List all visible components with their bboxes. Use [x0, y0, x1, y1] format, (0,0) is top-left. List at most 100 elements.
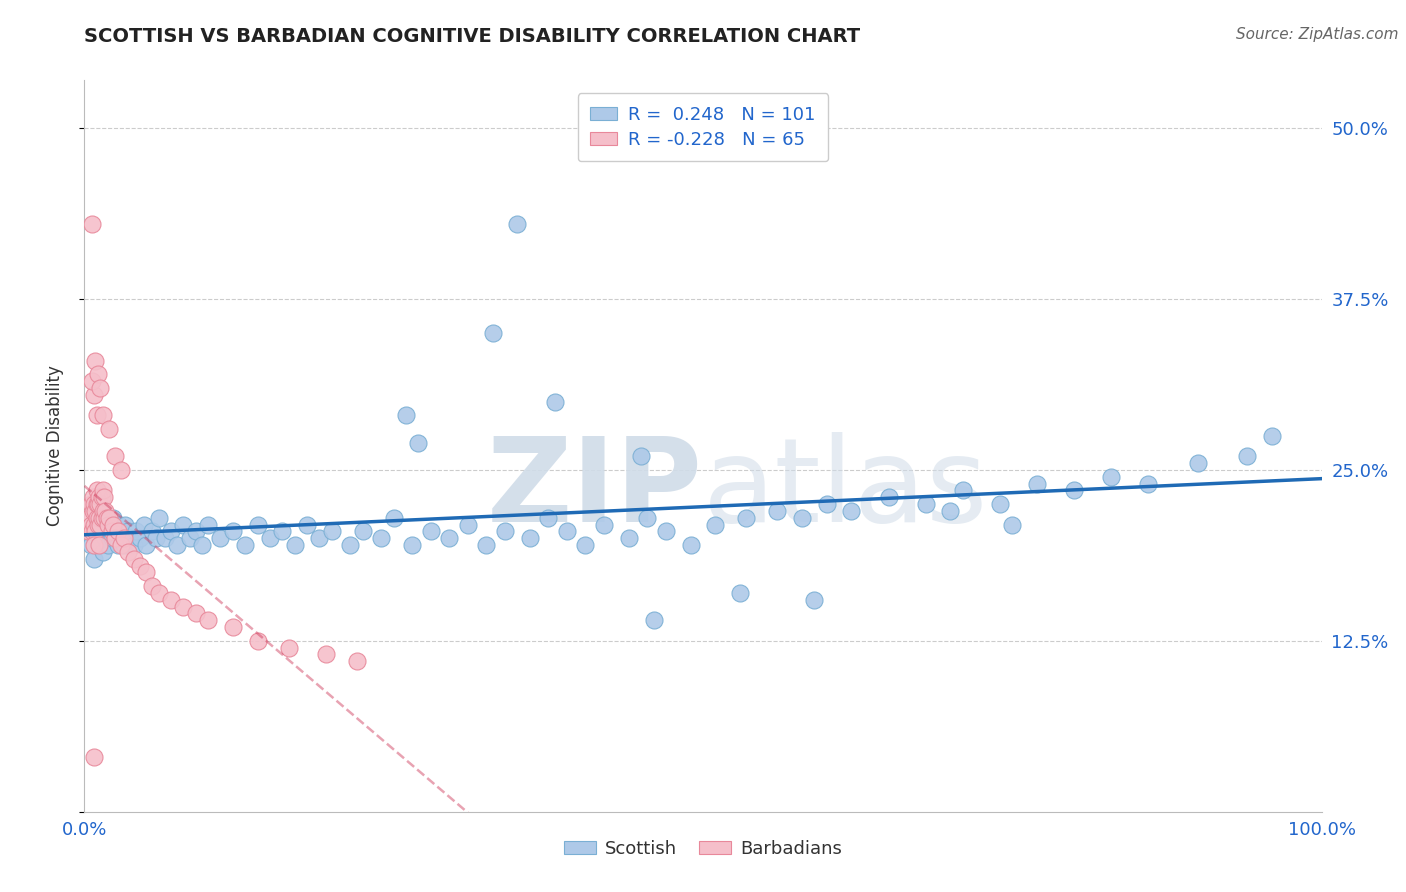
Point	[129, 558, 152, 573]
Point	[1236, 449, 1258, 463]
Point	[815, 497, 838, 511]
Point	[89, 538, 111, 552]
Point	[153, 531, 176, 545]
Point	[141, 579, 163, 593]
Point	[97, 538, 120, 552]
Point	[439, 531, 461, 545]
Point	[79, 538, 101, 552]
Point	[91, 409, 114, 423]
Point	[593, 517, 616, 532]
Point	[101, 510, 124, 524]
Point	[89, 381, 111, 395]
Point	[679, 538, 702, 552]
Point	[790, 510, 813, 524]
Point	[83, 551, 105, 566]
Point	[704, 517, 727, 532]
Point	[246, 633, 269, 648]
Point	[184, 524, 207, 539]
Point	[86, 510, 108, 524]
Point	[87, 368, 110, 382]
Point	[617, 531, 640, 545]
Point	[1137, 476, 1160, 491]
Point	[86, 483, 108, 498]
Point	[125, 524, 148, 539]
Point	[107, 524, 129, 539]
Point	[89, 538, 111, 552]
Point	[89, 497, 111, 511]
Point	[110, 463, 132, 477]
Point	[419, 524, 441, 539]
Point	[86, 409, 108, 423]
Point	[160, 592, 183, 607]
Point	[87, 497, 110, 511]
Point	[148, 586, 170, 600]
Point	[93, 490, 115, 504]
Legend: Scottish, Barbadians: Scottish, Barbadians	[557, 832, 849, 865]
Point	[766, 504, 789, 518]
Point	[135, 538, 157, 552]
Point	[222, 620, 245, 634]
Point	[246, 517, 269, 532]
Point	[636, 510, 658, 524]
Point	[308, 531, 330, 545]
Point	[1187, 456, 1209, 470]
Point	[277, 640, 299, 655]
Point	[90, 490, 112, 504]
Point	[96, 510, 118, 524]
Point	[90, 510, 112, 524]
Point	[197, 613, 219, 627]
Point	[475, 538, 498, 552]
Point	[93, 510, 115, 524]
Point	[191, 538, 214, 552]
Text: Source: ZipAtlas.com: Source: ZipAtlas.com	[1236, 27, 1399, 42]
Point	[179, 531, 201, 545]
Point	[148, 510, 170, 524]
Point	[83, 538, 105, 552]
Point	[117, 524, 139, 539]
Point	[222, 524, 245, 539]
Point	[315, 648, 337, 662]
Point	[346, 654, 368, 668]
Text: ZIP: ZIP	[486, 433, 703, 548]
Point	[80, 524, 103, 539]
Point	[86, 524, 108, 539]
Point	[112, 531, 135, 545]
Point	[89, 490, 111, 504]
Point	[117, 545, 139, 559]
Point	[120, 531, 142, 545]
Point	[110, 531, 132, 545]
Point	[79, 510, 101, 524]
Point	[104, 449, 127, 463]
Point	[259, 531, 281, 545]
Point	[77, 524, 100, 539]
Point	[135, 566, 157, 580]
Point	[82, 504, 104, 518]
Point	[129, 531, 152, 545]
Point	[79, 517, 101, 532]
Point	[339, 538, 361, 552]
Point	[145, 531, 167, 545]
Point	[122, 551, 145, 566]
Point	[91, 545, 114, 559]
Point	[209, 531, 232, 545]
Point	[939, 504, 962, 518]
Point	[643, 613, 665, 627]
Point	[877, 490, 900, 504]
Point	[122, 538, 145, 552]
Point	[82, 517, 104, 532]
Point	[1063, 483, 1085, 498]
Point	[84, 353, 107, 368]
Point	[401, 538, 423, 552]
Point	[91, 504, 114, 518]
Point	[457, 517, 479, 532]
Point	[1099, 469, 1122, 483]
Point	[86, 497, 108, 511]
Text: SCOTTISH VS BARBADIAN COGNITIVE DISABILITY CORRELATION CHART: SCOTTISH VS BARBADIAN COGNITIVE DISABILI…	[84, 27, 860, 45]
Point	[735, 510, 758, 524]
Point	[98, 517, 121, 532]
Point	[728, 586, 751, 600]
Point	[284, 538, 307, 552]
Point	[1261, 429, 1284, 443]
Point	[98, 422, 121, 436]
Point	[114, 517, 136, 532]
